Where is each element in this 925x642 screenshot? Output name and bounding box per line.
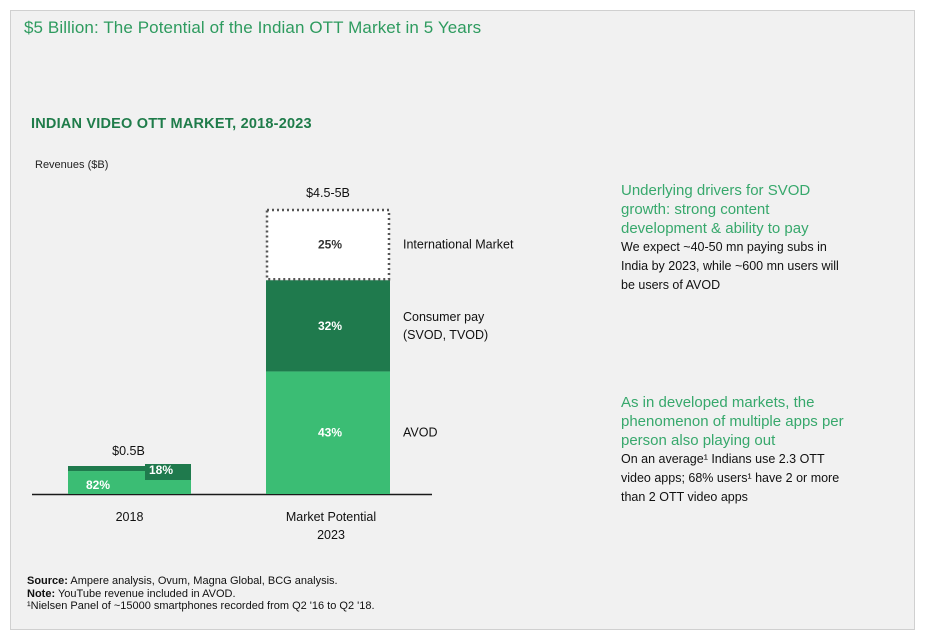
bar-segment-international xyxy=(265,208,391,281)
bar-segment-avod xyxy=(266,371,390,494)
data-label-2023-international: 25% xyxy=(318,238,342,252)
footer-notes: Source: Ampere analysis, Ovum, Magna Glo… xyxy=(27,575,375,613)
side-note-svod: Underlying drivers for SVOD growth: stro… xyxy=(621,181,906,295)
side-note-apps-heading: As in developed markets, the phenomenon … xyxy=(621,393,906,450)
side-note-apps-body-line: video apps; 68% users¹ have 2 or more xyxy=(621,471,840,485)
total-label-2023: $4.5-5B xyxy=(306,186,350,200)
bar-segment-consumer xyxy=(266,280,390,372)
side-note-svod-heading-line: growth: strong content xyxy=(621,201,770,218)
x-tick-label-1: Market Potential xyxy=(286,510,376,524)
bar-segment-consumer xyxy=(68,466,191,472)
side-note-apps-heading-line: As in developed markets, the xyxy=(621,394,815,411)
side-note-svod-heading-line: development & ability to pay xyxy=(621,220,809,237)
slide-frame xyxy=(10,10,915,630)
footer-source: Source: Ampere analysis, Ovum, Magna Glo… xyxy=(27,575,375,588)
side-note-svod-heading-line: Underlying drivers for SVOD xyxy=(621,182,811,199)
total-label-2018: $0.5B xyxy=(112,444,145,458)
series-label-international: International Market xyxy=(403,238,514,252)
chart-title: INDIAN VIDEO OTT MARKET, 2018-2023 xyxy=(31,116,312,132)
side-note-apps-heading-line: phenomenon of multiple apps per xyxy=(621,413,844,430)
side-note-multi-apps: As in developed markets, the phenomenon … xyxy=(621,393,906,507)
data-label-2018-pay: 18% xyxy=(149,463,173,477)
side-note-apps-body-line: than 2 OTT video apps xyxy=(621,490,748,504)
footer-source-text: Ampere analysis, Ovum, Magna Global, BCG… xyxy=(67,575,338,587)
data-label-2023-consumer: 32% xyxy=(318,319,342,333)
series-label-consumer: (SVOD, TVOD) xyxy=(403,328,488,342)
footer-note: Note: YouTube revenue included in AVOD. xyxy=(27,588,375,601)
y-axis-label: Revenues ($B) xyxy=(35,159,109,171)
side-note-svod-body-line: be users of AVOD xyxy=(621,278,721,292)
bar-segment-2018-pay-tab xyxy=(145,464,191,480)
data-label-2018-avod: 82% xyxy=(86,478,110,492)
footer-note-text: YouTube revenue included in AVOD. xyxy=(55,587,236,600)
side-note-apps-body-line: On an average¹ Indians use 2.3 OTT xyxy=(621,452,825,466)
side-note-svod-heading: Underlying drivers for SVOD growth: stro… xyxy=(621,181,906,238)
footer-note-label: Note: xyxy=(27,587,56,600)
side-note-apps-heading-line: person also playing out xyxy=(621,432,776,449)
side-note-apps-body: On an average¹ Indians use 2.3 OTT video… xyxy=(621,450,906,507)
page-title: $5 Billion: The Potential of the Indian … xyxy=(24,18,482,37)
footer-source-label: Source: xyxy=(27,575,68,587)
series-label-consumer: Consumer pay xyxy=(403,310,485,324)
footer-footnote: ¹Nielsen Panel of ~15000 smartphones rec… xyxy=(27,600,375,612)
x-tick-label-0: 2018 xyxy=(116,510,144,524)
side-note-svod-body: We expect ~40-50 mn paying subs in India… xyxy=(621,238,906,295)
side-note-svod-body-line: India by 2023, while ~600 mn users will xyxy=(621,259,839,273)
x-tick-label-1: 2023 xyxy=(317,528,345,542)
series-label-avod: AVOD xyxy=(403,426,438,440)
data-label-2023-avod: 43% xyxy=(318,426,342,440)
side-note-svod-body-line: We expect ~40-50 mn paying subs in xyxy=(621,240,827,254)
